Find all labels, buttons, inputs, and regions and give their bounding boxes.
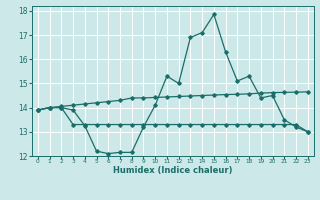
- X-axis label: Humidex (Indice chaleur): Humidex (Indice chaleur): [113, 166, 233, 175]
